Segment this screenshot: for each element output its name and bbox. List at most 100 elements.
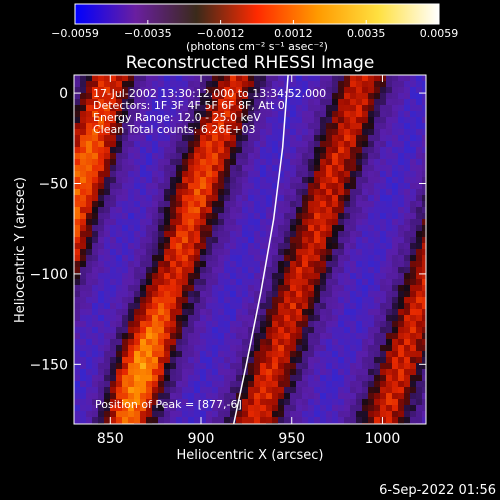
heatmap-cell <box>326 75 333 82</box>
heatmap-cell <box>260 87 267 94</box>
heatmap-cell <box>248 177 255 184</box>
heatmap-cell <box>242 81 249 88</box>
heatmap-cell <box>326 267 333 274</box>
heatmap-cell <box>86 357 93 364</box>
heatmap-cell <box>92 141 99 148</box>
heatmap-cell <box>128 207 135 214</box>
heatmap-cell <box>380 207 387 214</box>
heatmap-cell <box>188 87 195 94</box>
heatmap-cell <box>392 291 399 298</box>
heatmap-cell <box>104 75 111 82</box>
heatmap-cell <box>278 243 285 250</box>
heatmap-cell <box>308 375 315 382</box>
heatmap-cell <box>152 99 159 106</box>
heatmap-cell <box>140 411 147 418</box>
heatmap-cell <box>212 201 219 208</box>
heatmap-cell <box>116 105 123 112</box>
heatmap-cell <box>374 255 381 262</box>
heatmap-cell <box>242 411 249 418</box>
heatmap-cell <box>104 405 111 412</box>
heatmap-cell <box>404 315 411 322</box>
heatmap-cell <box>212 303 219 310</box>
heatmap-cell <box>212 159 219 166</box>
heatmap-cell <box>284 105 291 112</box>
heatmap-cell <box>152 159 159 166</box>
heatmap-cell <box>86 363 93 370</box>
heatmap-cell <box>368 255 375 262</box>
heatmap-cell <box>74 297 81 304</box>
heatmap-cell <box>380 135 387 142</box>
heatmap-cell <box>278 267 285 274</box>
heatmap-cell <box>200 255 207 262</box>
heatmap-cell <box>386 387 393 394</box>
heatmap-cell <box>98 261 105 268</box>
heatmap-cell <box>194 411 201 418</box>
heatmap-cell <box>140 393 147 400</box>
heatmap-cell <box>374 87 381 94</box>
heatmap-cell <box>326 147 333 154</box>
heatmap-cell <box>200 117 207 124</box>
heatmap-cell <box>110 141 117 148</box>
heatmap-cell <box>230 261 237 268</box>
heatmap-cell <box>290 87 297 94</box>
heatmap-cell <box>188 405 195 412</box>
heatmap-cell <box>74 261 81 268</box>
heatmap-cell <box>356 141 363 148</box>
heatmap-cell <box>122 387 129 394</box>
heatmap-cell <box>116 81 123 88</box>
heatmap-cell <box>194 369 201 376</box>
heatmap-cell <box>104 129 111 136</box>
heatmap-cell <box>92 387 99 394</box>
heatmap-cell <box>416 279 423 286</box>
heatmap-cell <box>290 177 297 184</box>
heatmap-cell <box>206 261 213 268</box>
heatmap-cell <box>362 201 369 208</box>
heatmap-cell <box>386 99 393 106</box>
heatmap-cell <box>278 387 285 394</box>
heatmap-cell <box>398 249 405 256</box>
heatmap-cell <box>404 249 411 256</box>
heatmap-cell <box>158 141 165 148</box>
heatmap-cell <box>206 141 213 148</box>
heatmap-cell <box>392 267 399 274</box>
heatmap-cell <box>320 75 327 82</box>
heatmap-cell <box>158 333 165 340</box>
heatmap-cell <box>134 111 141 118</box>
heatmap-cell <box>164 417 171 424</box>
colorbar-tick-label: −0.0012 <box>197 27 245 40</box>
heatmap-cell <box>236 369 243 376</box>
heatmap-cell <box>320 147 327 154</box>
heatmap-cell <box>398 81 405 88</box>
heatmap-cell <box>218 147 225 154</box>
heatmap-cell <box>380 321 387 328</box>
heatmap-cell <box>176 129 183 136</box>
heatmap-cell <box>152 327 159 334</box>
heatmap-cell <box>284 267 291 274</box>
colorbar-ticks: −0.0059 −0.0035 −0.0012 0.0012 0.0035 0.0059 <box>51 20 458 40</box>
heatmap-cell <box>368 321 375 328</box>
heatmap-cell <box>170 159 177 166</box>
heatmap-cell <box>122 117 129 124</box>
heatmap-cell <box>212 381 219 388</box>
heatmap-cell <box>98 231 105 238</box>
heatmap-cell <box>140 357 147 364</box>
heatmap-cell <box>146 417 153 424</box>
heatmap-cell <box>410 75 417 82</box>
heatmap-cell <box>110 417 117 424</box>
heatmap-cell <box>206 183 213 190</box>
heatmap-cell <box>218 303 225 310</box>
heatmap-cell <box>110 363 117 370</box>
heatmap-cell <box>122 189 129 196</box>
heatmap-cell <box>350 393 357 400</box>
heatmap-cell <box>248 207 255 214</box>
heatmap-cell <box>182 237 189 244</box>
heatmap-cell <box>278 87 285 94</box>
heatmap-cell <box>386 147 393 154</box>
heatmap-cell <box>170 417 177 424</box>
heatmap-cell <box>200 153 207 160</box>
heatmap-cell <box>152 381 159 388</box>
heatmap-cell <box>398 153 405 160</box>
heatmap-cell <box>242 75 249 82</box>
heatmap-cell <box>218 135 225 142</box>
heatmap-cell <box>314 99 321 106</box>
